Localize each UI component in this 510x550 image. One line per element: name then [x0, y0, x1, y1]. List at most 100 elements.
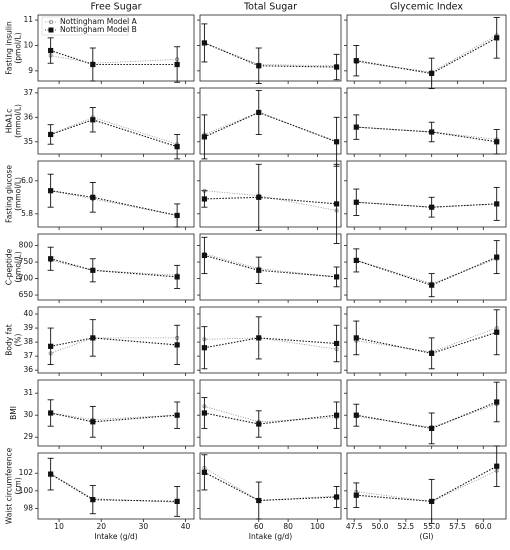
marker — [429, 129, 435, 135]
y-axis-label: (cm) — [14, 477, 23, 494]
y-axis-label: Waist circumference — [5, 447, 14, 524]
marker — [201, 252, 208, 259]
legend-marker — [49, 19, 54, 24]
y-tick-label: 5.8 — [21, 209, 33, 218]
series-line — [50, 472, 178, 503]
x-tick-label: 10 — [54, 522, 64, 531]
marker — [256, 335, 262, 341]
marker — [333, 412, 340, 418]
series-line — [204, 190, 337, 211]
panel-frame — [346, 233, 507, 301]
series-line — [204, 196, 337, 205]
y-axis-label: (%) — [14, 333, 23, 346]
series-line — [50, 258, 178, 278]
marker — [48, 256, 54, 262]
marker — [48, 131, 54, 138]
x-tick-label: 47.5 — [346, 522, 363, 531]
marker — [201, 196, 208, 202]
legend-box — [41, 16, 129, 36]
marker — [90, 267, 96, 273]
y-tick-label: 700 — [19, 274, 34, 283]
marker — [201, 134, 208, 140]
y-tick-label: 6.0 — [21, 176, 33, 185]
x-tick-label: 60.0 — [475, 522, 492, 531]
marker — [174, 498, 180, 504]
marker — [353, 335, 359, 341]
y-tick-label: 40 — [23, 309, 33, 318]
marker — [333, 201, 340, 207]
y-tick-label: 36 — [23, 112, 33, 121]
marker — [353, 199, 359, 205]
marker — [494, 139, 500, 145]
panel-frame — [199, 306, 342, 374]
marker — [353, 492, 359, 498]
panel-frame — [346, 379, 507, 447]
y-tick-label: 38 — [23, 337, 33, 346]
y-axis-label: Fasting insulin — [5, 21, 14, 75]
marker — [429, 425, 435, 431]
series-line — [356, 201, 497, 208]
x-axis-label: (GI) — [420, 532, 434, 541]
x-tick-label: 52.5 — [397, 522, 414, 531]
legend-marker — [48, 27, 54, 33]
marker — [353, 257, 359, 263]
marker — [201, 40, 208, 46]
marker — [90, 419, 96, 425]
y-axis-label: C-peptide — [5, 248, 14, 285]
series-line — [204, 412, 337, 425]
marker — [174, 274, 180, 280]
marker — [494, 254, 500, 260]
column-title: Total Sugar — [243, 2, 297, 13]
series-line — [356, 37, 497, 74]
series-line — [204, 253, 337, 278]
panel-frame — [37, 14, 195, 82]
marker — [429, 70, 435, 76]
marker — [353, 412, 359, 418]
series-line — [50, 473, 178, 502]
marker — [256, 63, 262, 69]
marker — [494, 329, 500, 335]
x-tick-label: 80 — [283, 522, 293, 531]
series-line — [204, 42, 337, 67]
x-tick-label: 50.0 — [372, 522, 389, 531]
y-tick-label: 800 — [19, 241, 34, 250]
marker — [201, 469, 208, 475]
y-axis-label: Fasting glucose — [5, 165, 14, 223]
series-line — [50, 190, 178, 216]
marker — [494, 201, 500, 207]
marker — [429, 498, 435, 504]
panel-frame — [199, 233, 342, 301]
marker — [333, 340, 340, 347]
panel-frame — [37, 233, 195, 301]
marker — [174, 212, 180, 219]
series-line — [204, 467, 337, 501]
series-line — [204, 337, 337, 350]
marker — [256, 109, 262, 116]
y-tick-label: 37 — [23, 351, 33, 360]
y-axis-label: (mmol/L) — [14, 104, 23, 138]
marker — [256, 267, 262, 273]
panel-frame — [37, 306, 195, 374]
series-line — [50, 412, 178, 423]
panel-frame — [37, 87, 195, 155]
y-axis-label: (pmol/L) — [14, 251, 23, 282]
panel-frame — [199, 379, 342, 447]
y-tick-label: 37 — [23, 88, 33, 97]
marker — [174, 412, 180, 418]
marker — [90, 194, 96, 200]
y-tick-label: 650 — [19, 290, 34, 299]
marker — [494, 35, 500, 41]
marker — [333, 139, 340, 145]
panel-frame — [199, 160, 342, 228]
marker — [48, 471, 54, 477]
series-line — [356, 403, 497, 428]
y-tick-label: 35 — [23, 137, 33, 146]
panel-frame — [346, 306, 507, 374]
column-title: Glycemic Index — [390, 2, 463, 13]
series-line — [50, 50, 178, 66]
marker — [48, 47, 54, 54]
x-axis-label: Intake (g/d) — [94, 532, 138, 541]
marker — [48, 188, 54, 194]
y-tick-label: 98 — [23, 503, 33, 512]
